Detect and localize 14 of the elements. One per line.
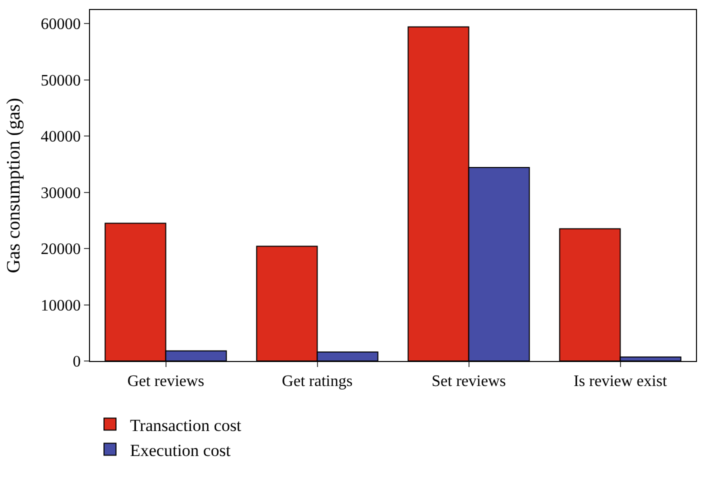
y-tick-label: 0: [72, 354, 81, 371]
x-tick-label: Get reviews: [127, 373, 204, 390]
legend-label: Execution cost: [130, 440, 231, 460]
y-axis-title: Gas consumption (gas): [4, 98, 25, 274]
y-tick-label: 30000: [40, 184, 81, 202]
y-tick-label: 60000: [40, 16, 81, 34]
legend-label: Transaction cost: [130, 416, 242, 435]
y-tick-label: 20000: [40, 241, 81, 258]
x-tick-label: Get ratings: [282, 373, 353, 390]
x-tick-label: Is review exist: [574, 373, 668, 390]
y-tick-label: 50000: [40, 72, 81, 90]
x-tick-label: Set reviews: [432, 373, 506, 390]
y-tick-label: 40000: [40, 128, 81, 146]
y-tick-label: 10000: [40, 297, 81, 314]
